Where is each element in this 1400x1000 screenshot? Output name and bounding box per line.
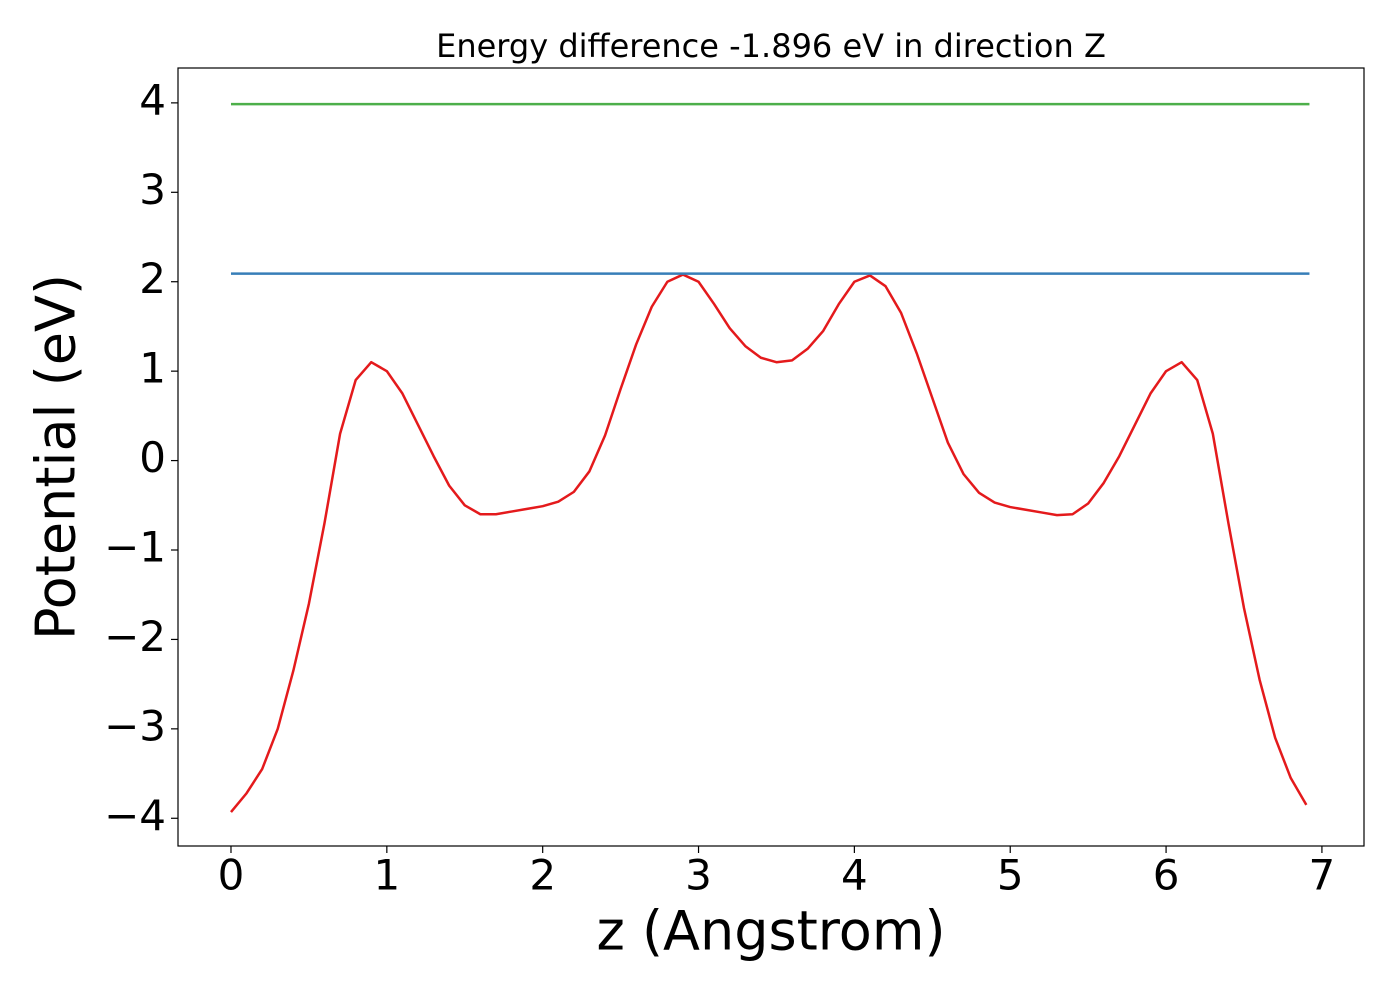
data-line [230, 273, 1308, 813]
chart-title: Energy difference -1.896 eV in direction… [436, 27, 1106, 65]
x-tick-label: 6 [1153, 851, 1180, 900]
x-tick-label: 3 [685, 851, 712, 900]
y-tick-label: −3 [104, 701, 166, 750]
y-tick-label: 2 [139, 254, 166, 303]
y-tick-label: −1 [104, 523, 166, 572]
y-tick-label: −2 [104, 612, 166, 661]
y-tick-label: 3 [139, 165, 166, 214]
x-tick-label: 1 [373, 851, 400, 900]
x-tick-label: 7 [1309, 851, 1336, 900]
x-tick-label: 4 [841, 851, 868, 900]
x-tick-label: 0 [218, 851, 245, 900]
y-tick-label: −4 [104, 791, 166, 840]
x-axis-label: z (Angstrom) [596, 900, 945, 963]
plot-frame [177, 67, 1365, 847]
x-tick-label: 2 [529, 851, 556, 900]
y-tick-label: 0 [139, 433, 166, 482]
y-tick-label: 4 [139, 75, 166, 124]
y-axis-label: Potential (eV) [25, 274, 88, 640]
x-tick-label: 5 [997, 851, 1024, 900]
y-tick-label: 1 [139, 344, 166, 393]
